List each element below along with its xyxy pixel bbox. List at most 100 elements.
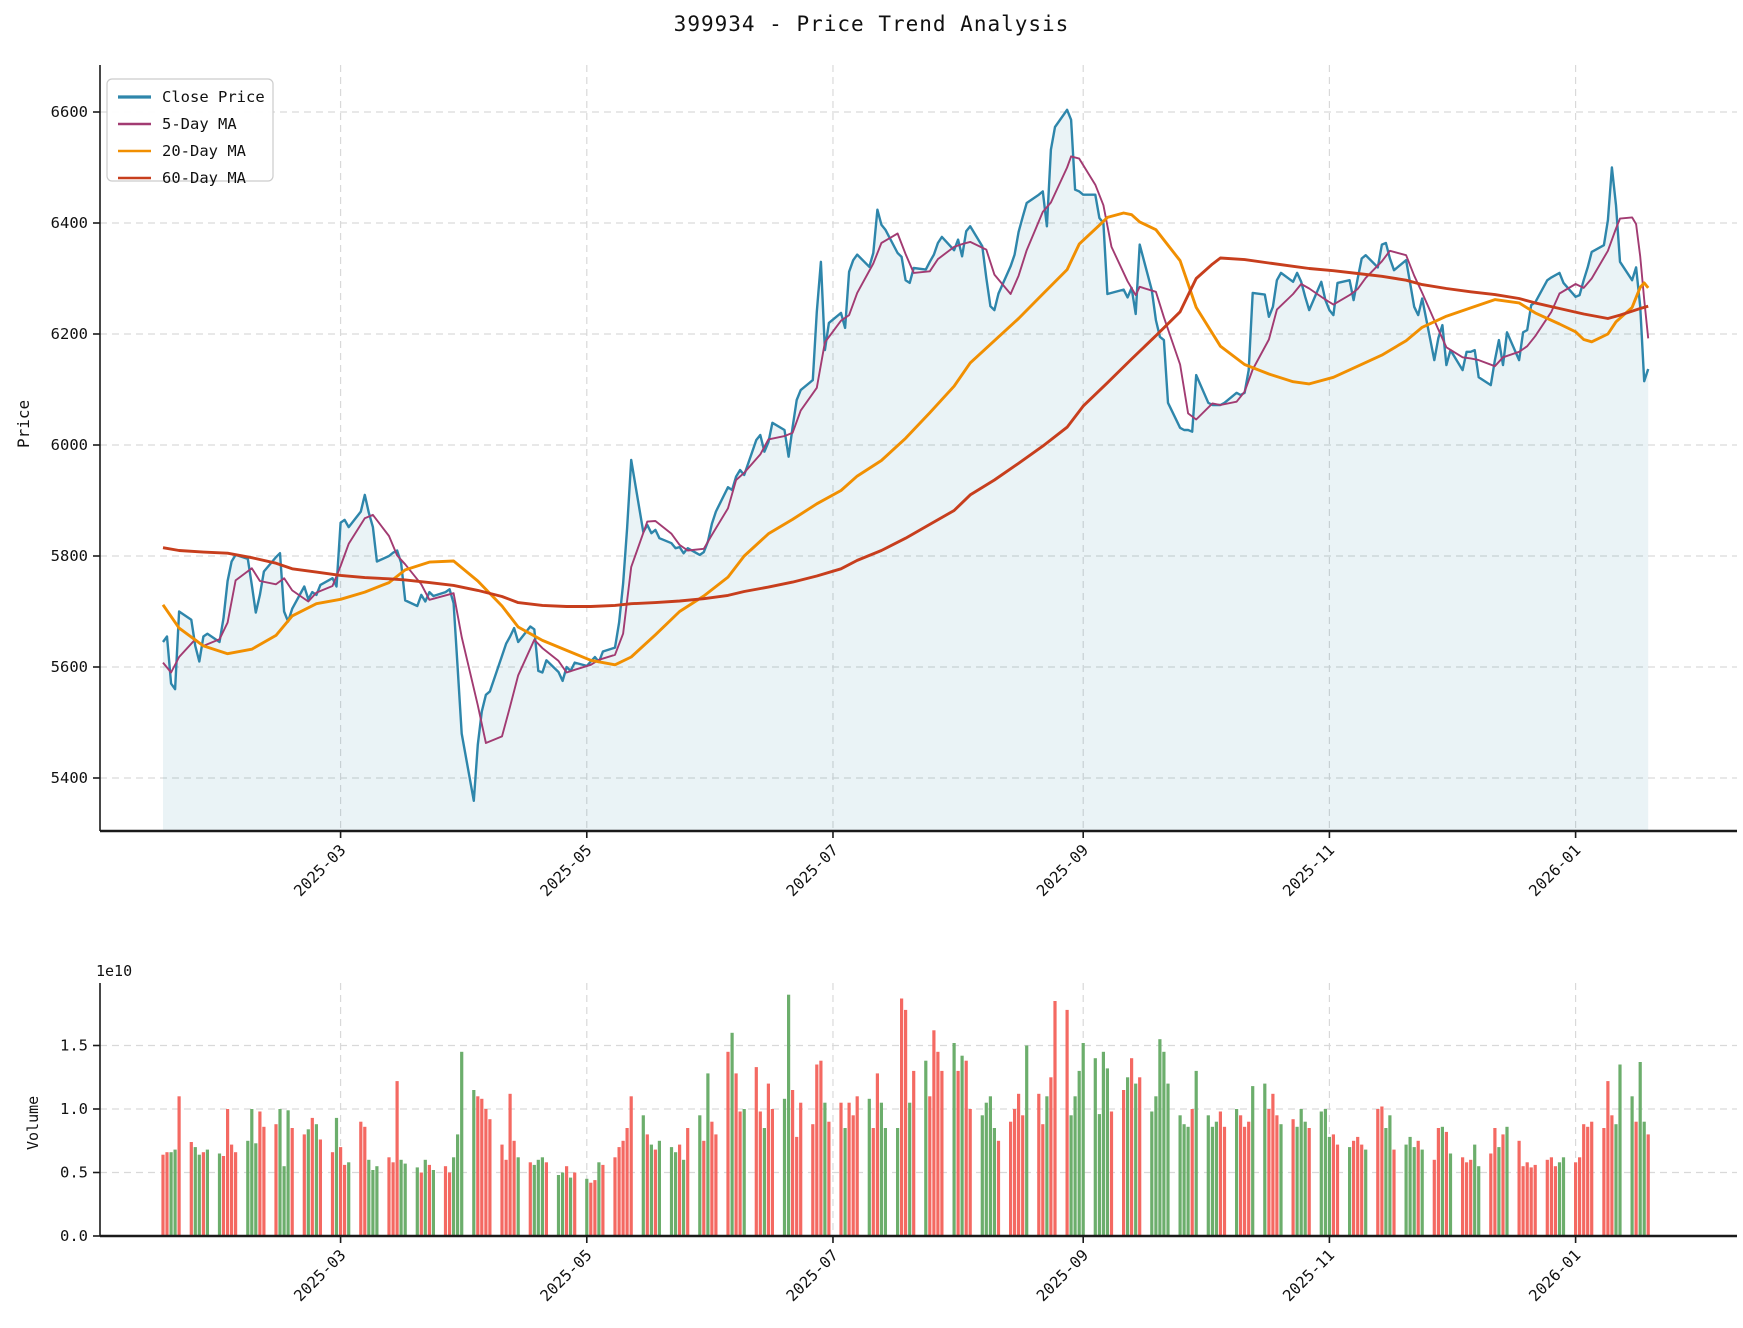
- volume-bar: [1186, 1126, 1190, 1236]
- volume-bar: [205, 1149, 209, 1236]
- volume-bar: [504, 1159, 508, 1236]
- volume-bar: [1049, 1077, 1053, 1237]
- volume-bar: [851, 1115, 855, 1236]
- volume-bar: [1323, 1109, 1327, 1236]
- volume-bar: [318, 1139, 322, 1236]
- volume-bar: [561, 1172, 565, 1236]
- volume-bar: [847, 1102, 851, 1236]
- volume-bar: [387, 1157, 391, 1236]
- volume-bar: [734, 1073, 738, 1236]
- volume-bar: [1154, 1096, 1158, 1236]
- volume-bar: [330, 1152, 335, 1236]
- price-xtick-label: 2025-03: [290, 841, 349, 900]
- volume-bar: [730, 1032, 734, 1236]
- volume-bar: [254, 1143, 258, 1236]
- volume-bar: [302, 1134, 306, 1236]
- volume-bar: [1465, 1162, 1469, 1236]
- volume-bar: [343, 1164, 347, 1236]
- volume-bar: [758, 1111, 762, 1236]
- volume-bar: [274, 1124, 278, 1236]
- volume-bar: [500, 1144, 504, 1236]
- volume-bar: [1525, 1162, 1529, 1236]
- volume-bar: [1025, 1045, 1029, 1236]
- volume-bar: [1646, 1134, 1650, 1236]
- volume-bar: [1138, 1077, 1142, 1237]
- volume-bar: [900, 998, 904, 1236]
- volume-bar: [855, 1096, 859, 1236]
- volume-bar: [1440, 1126, 1444, 1236]
- volume-bar: [1307, 1128, 1311, 1236]
- price-ytick-label: 5600: [51, 658, 88, 676]
- volume-bar: [1158, 1039, 1162, 1236]
- volume-bar: [754, 1067, 758, 1236]
- volume-bar: [1299, 1109, 1303, 1236]
- volume-bar: [988, 1096, 992, 1236]
- legend-box: [106, 78, 274, 182]
- volume-bar: [1517, 1140, 1521, 1237]
- volume-bar: [540, 1157, 544, 1236]
- volume-bar: [762, 1128, 766, 1236]
- volume-bar: [290, 1128, 294, 1236]
- volume-bar: [1416, 1140, 1420, 1237]
- volume-bar: [686, 1128, 690, 1236]
- volume-xtick-label: 2025-05: [537, 1246, 596, 1305]
- volume-bar: [423, 1159, 427, 1236]
- volume-bar: [165, 1152, 169, 1236]
- volume-bar: [189, 1142, 193, 1236]
- volume-xtick-label: 2025-07: [783, 1246, 842, 1305]
- volume-bar: [1065, 1009, 1069, 1236]
- volume-bar: [282, 1166, 286, 1236]
- legend-label-1: 5-Day MA: [162, 115, 237, 133]
- volume-bar: [1291, 1119, 1295, 1236]
- volume-bar: [1206, 1115, 1210, 1236]
- volume-bar: [883, 1128, 887, 1236]
- volume-bar: [1448, 1153, 1453, 1236]
- volume-bar: [484, 1109, 488, 1236]
- ma5-line: [162, 155, 1650, 744]
- volume-bar: [682, 1159, 686, 1236]
- volume-bar: [1630, 1096, 1634, 1236]
- volume-xtick-label: 2025-11: [1279, 1246, 1338, 1305]
- volume-bar: [1432, 1159, 1436, 1236]
- volume-bar: [1093, 1058, 1097, 1236]
- volume-bar: [811, 1124, 815, 1236]
- volume-bar: [1331, 1134, 1335, 1236]
- volume-bar: [1130, 1058, 1134, 1236]
- volume-bar: [653, 1149, 657, 1236]
- volume-bar: [1606, 1081, 1610, 1236]
- volume-bar: [177, 1096, 181, 1236]
- volume-xtick-label: 2026-01: [1526, 1246, 1585, 1305]
- volume-bar: [173, 1149, 177, 1236]
- volume-bar: [1045, 1096, 1049, 1236]
- volume-bar: [823, 1102, 827, 1236]
- volume-bar: [1251, 1086, 1255, 1236]
- volume-bar: [460, 1051, 464, 1236]
- volume-bar: [1493, 1128, 1497, 1236]
- price-xtick-label: 2025-07: [783, 841, 842, 900]
- volume-bar: [431, 1170, 435, 1236]
- volume-bar: [641, 1115, 645, 1236]
- volume-bar: [1642, 1121, 1646, 1236]
- volume-bar: [193, 1147, 197, 1236]
- volume-bar: [536, 1159, 540, 1236]
- price-ytick-label: 5400: [51, 769, 88, 787]
- volume-bar: [278, 1109, 282, 1236]
- volume-bar: [234, 1152, 238, 1236]
- volume-bar: [1126, 1077, 1130, 1237]
- volume-bar: [452, 1157, 456, 1236]
- volume-bar: [896, 1128, 900, 1236]
- volume-xtick-label: 2025-03: [290, 1246, 349, 1305]
- volume-bar: [1545, 1159, 1549, 1236]
- volume-bar: [1166, 1083, 1170, 1236]
- volume-bar: [1319, 1111, 1323, 1236]
- volume-bar: [1037, 1093, 1041, 1236]
- volume-bar: [1335, 1144, 1340, 1236]
- volume-bar: [1404, 1144, 1408, 1236]
- volume-bar: [448, 1172, 452, 1236]
- volume-ytick-label: 1.0: [60, 1100, 88, 1118]
- volume-bar: [702, 1140, 706, 1237]
- legend-label-0: Close Price: [162, 88, 265, 106]
- volume-bar: [649, 1144, 653, 1236]
- volume-bar: [932, 1030, 936, 1236]
